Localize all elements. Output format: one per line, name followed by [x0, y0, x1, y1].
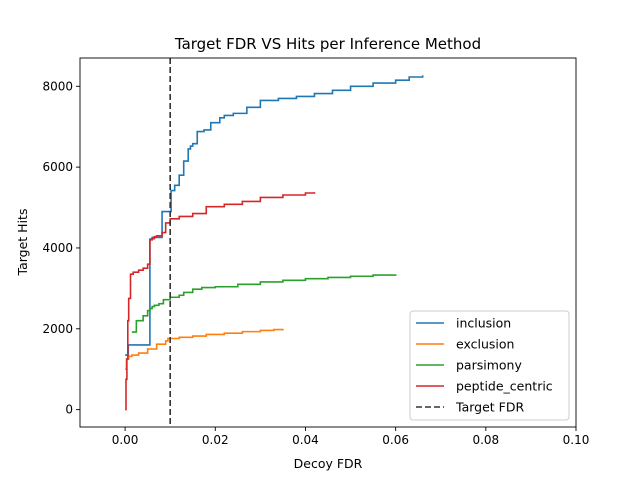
x-tick-label: 0.06 [382, 433, 409, 447]
legend-label-target-fdr: Target FDR [455, 400, 524, 415]
y-axis-label: Target Hits [15, 209, 30, 277]
series-line-parsimony [131, 274, 397, 333]
series-line-peptide-centric [125, 192, 316, 411]
x-tick-label: 0.08 [472, 433, 499, 447]
x-tick-label: 0.04 [292, 433, 319, 447]
legend: inclusion exclusion parsimony peptide_centr… [409, 310, 570, 421]
y-axis: 0 2000 4000 6000 8000 [42, 79, 80, 417]
series-layer [125, 75, 424, 411]
series-line-exclusion [125, 328, 284, 370]
legend-label-inclusion: inclusion [456, 316, 511, 331]
legend-label-exclusion: exclusion [456, 337, 514, 352]
y-tick-label: 4000 [42, 241, 73, 255]
chart-title: Target FDR VS Hits per Inference Method [174, 35, 481, 53]
y-tick-label: 8000 [42, 79, 73, 93]
x-tick-label: 0.10 [563, 433, 590, 447]
series-line-inclusion [125, 75, 424, 356]
y-tick-label: 0 [65, 403, 73, 417]
plot-area [79, 57, 577, 428]
legend-label-peptide-centric: peptide_centric [456, 379, 553, 394]
legend-label-parsimony: parsimony [456, 358, 522, 373]
x-axis-label: Decoy FDR [294, 456, 363, 471]
y-tick-label: 6000 [42, 160, 73, 174]
y-tick-label: 2000 [42, 322, 73, 336]
plot-frame [79, 57, 577, 428]
x-tick-label: 0.00 [112, 433, 139, 447]
x-tick-label: 0.02 [202, 433, 229, 447]
x-axis: 0.00 0.02 0.04 0.06 0.08 0.10 [112, 427, 590, 447]
legend-box [409, 310, 570, 421]
